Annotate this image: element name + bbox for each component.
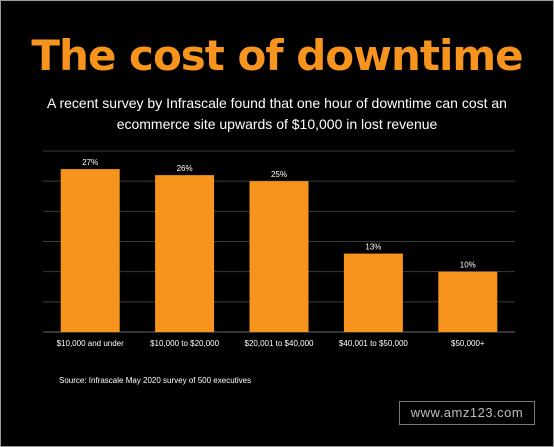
x-tick-label: $10,000 to $20,000	[150, 339, 220, 348]
bar	[438, 271, 498, 332]
source-note: Source: Infrascale May 2020 survey of 50…	[59, 376, 252, 385]
chart-title: The cost of downtime	[31, 31, 523, 80]
data-label: 13%	[365, 243, 381, 252]
x-tick-label: $20,001 to $40,000	[245, 339, 315, 348]
bar	[60, 169, 120, 332]
bar	[249, 181, 309, 332]
bar	[155, 175, 215, 332]
x-tick-label: $50,000+	[451, 339, 485, 348]
chart-subtitle: A recent survey by Infrascale found that…	[47, 95, 507, 132]
data-label: 26%	[177, 164, 193, 173]
bar	[343, 253, 403, 332]
x-tick-label: $10,000 and under	[57, 339, 125, 348]
watermark: www.amz123.com	[399, 401, 535, 425]
data-label: 10%	[460, 261, 476, 270]
data-label: 27%	[82, 158, 98, 167]
x-tick-label: $40,001 to $50,000	[339, 339, 409, 348]
data-label: 25%	[271, 170, 287, 179]
